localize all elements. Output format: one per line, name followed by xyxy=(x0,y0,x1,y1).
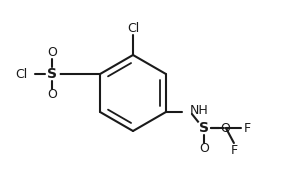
Circle shape xyxy=(45,67,59,81)
Text: O: O xyxy=(220,121,230,135)
Text: F: F xyxy=(243,121,250,135)
Text: Cl: Cl xyxy=(127,22,139,36)
Text: O: O xyxy=(47,89,57,101)
Text: NH: NH xyxy=(190,105,209,117)
Text: S: S xyxy=(199,121,209,135)
Text: O: O xyxy=(47,47,57,59)
Text: S: S xyxy=(47,67,57,81)
Circle shape xyxy=(197,121,211,135)
Text: Cl: Cl xyxy=(15,67,27,81)
Text: F: F xyxy=(230,145,238,158)
Text: O: O xyxy=(199,142,209,155)
